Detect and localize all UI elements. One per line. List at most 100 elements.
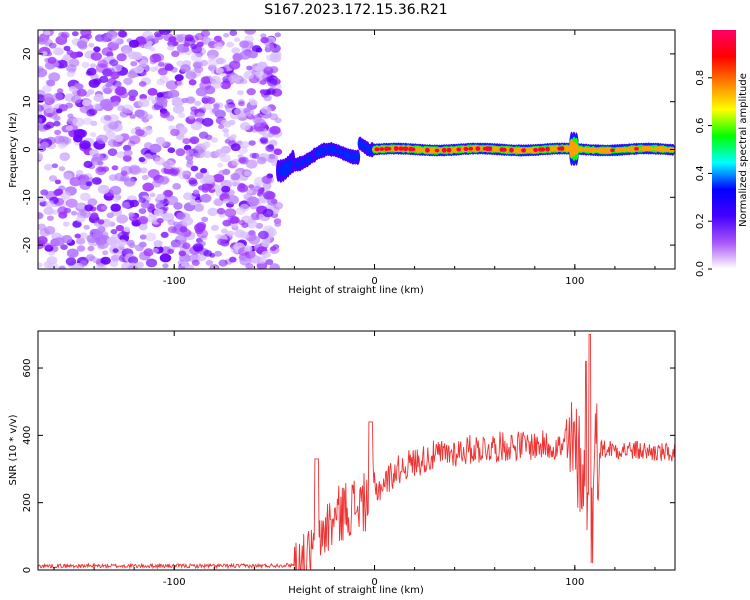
- spectrogram-noise-blob: [178, 126, 188, 134]
- spectrogram-noise-blob: [168, 167, 181, 177]
- spectrogram-x-ticks: -100 0 100: [53, 30, 656, 287]
- spectrogram-noise-blob: [273, 201, 284, 210]
- spectrogram-noise-blob: [38, 104, 44, 113]
- spectrogram-noise-blob: [83, 160, 93, 168]
- spectrogram-noise-blob: [244, 245, 253, 252]
- spectrogram-noise-blob: [251, 152, 260, 159]
- spectrogram-noise-blob: [213, 103, 220, 109]
- snr-series-line: [38, 333, 675, 570]
- spectrogram-noise-blob: [251, 62, 262, 71]
- spectrogram-noise-blob: [78, 178, 87, 186]
- spectrogram-noise-blob: [207, 58, 219, 68]
- spectrogram-noise-blob: [83, 224, 90, 230]
- spectrogram-noise-blob: [245, 111, 252, 117]
- spectrogram-signal-cell: [648, 146, 654, 151]
- spectrogram-noise-blob: [123, 77, 133, 86]
- spectrogram-noise-blob: [128, 95, 136, 102]
- spectrogram-noise-blob: [199, 59, 209, 67]
- spectrogram-noise-blob: [139, 59, 149, 67]
- spectrogram-noise-blob: [156, 193, 165, 201]
- spectrogram-noise-blob: [128, 89, 139, 98]
- spectrogram-noise-blob: [129, 199, 139, 208]
- spectrogram-noise-blob: [44, 242, 53, 250]
- spectrogram-noise-blob: [137, 98, 150, 108]
- spectrogram-noise-blob: [41, 141, 49, 148]
- spectrogram-noise-blob: [230, 134, 237, 140]
- spectrogram-noise-blob: [239, 203, 250, 212]
- snr-y-tick-label: 600: [22, 358, 33, 377]
- spectrogram-noise-blob: [129, 165, 142, 175]
- snr-y-ticks: 0 200 400 600: [22, 358, 675, 573]
- spectrogram-noise-blob: [216, 207, 226, 215]
- spectrogram-noise-blob: [214, 148, 227, 158]
- spectrogram-noise-blob: [165, 80, 178, 90]
- spectrogram-noise-blob: [38, 35, 48, 45]
- spectrogram-x-label: Height of straight line (km): [288, 285, 424, 296]
- spectrogram-noise-blob: [143, 43, 153, 50]
- spectrogram-noise-blob: [165, 63, 173, 69]
- spectrogram-noise-blob: [217, 57, 227, 65]
- spectrogram-noise-blob: [234, 37, 241, 42]
- spectrogram-noise-blob: [274, 32, 281, 38]
- spectrogram-noise-blob: [76, 245, 86, 252]
- spectrogram-noise-blob: [137, 216, 149, 225]
- spectrogram-noise-blob: [159, 75, 169, 84]
- spectrogram-noise-blob: [143, 202, 150, 208]
- snr-y-tick-label: 400: [22, 426, 33, 445]
- colorbar-tick-label: 0.4: [695, 165, 706, 181]
- spectrogram-noise-blob: [63, 45, 71, 52]
- spectrogram-noise-blob: [237, 183, 249, 193]
- spectrogram-noise-blob: [56, 108, 63, 114]
- spectrogram-noise-blob: [223, 132, 230, 138]
- spectrogram-noise-blob: [116, 151, 126, 159]
- spectrogram-noise-blob: [260, 105, 272, 115]
- spectrogram-noise-blob: [97, 239, 109, 249]
- spectrogram-noise-blob: [269, 263, 280, 269]
- spectrogram-noise-blob: [52, 92, 64, 101]
- spectrogram-noise-blob: [258, 230, 269, 240]
- snr-x-ticks: -100 0 100: [53, 331, 656, 588]
- spectrogram-noise-blob: [178, 250, 187, 257]
- spectrogram-noise-blob: [143, 248, 154, 257]
- spectrogram-noise-blob: [248, 50, 258, 59]
- spectrogram-signal-cell: [425, 147, 430, 153]
- spectrogram-noise-blob: [174, 74, 184, 82]
- spectrogram-noise-blob: [172, 41, 179, 47]
- spectrogram-noise-blob: [239, 122, 251, 131]
- spectrogram-noise-blob: [38, 262, 43, 268]
- spectrogram-noise-blob: [85, 254, 95, 262]
- spectrogram-noise-blob: [167, 248, 175, 254]
- snr-frame: [37, 330, 676, 571]
- spectrogram-noise-blob: [178, 112, 186, 119]
- spectrogram-noise-blob: [54, 179, 62, 185]
- spectrogram-noise-blob: [179, 226, 188, 233]
- spectrogram-noise-blob: [165, 30, 173, 34]
- spectrogram-noise-blob: [194, 100, 202, 106]
- spectrogram-noise-blob: [90, 212, 99, 219]
- spectrogram-noise-blob: [82, 99, 92, 107]
- spectrogram-noise-blob: [209, 75, 221, 85]
- spectrogram-noise-blob: [239, 40, 250, 49]
- spectrogram-noise-blob: [76, 237, 86, 245]
- spectrogram-noise-blob: [41, 51, 48, 57]
- spectrogram-noise-blob: [95, 166, 107, 176]
- spectrogram-x-tick-label: 0: [371, 276, 377, 287]
- spectrogram-signal-cell: [487, 146, 493, 152]
- spectrogram-noise-blob: [153, 208, 164, 217]
- spectrogram-noise-blob: [149, 192, 156, 198]
- spectrogram-noise-blob: [87, 198, 98, 207]
- spectrogram-noise-blob: [80, 192, 91, 201]
- spectrogram-noise-blob: [41, 85, 52, 93]
- spectrogram-noise-blob: [157, 67, 168, 76]
- spectrogram-noise-blob: [95, 232, 102, 238]
- spectrogram-noise-blob: [156, 217, 164, 224]
- spectrogram-noise-blob: [128, 51, 139, 60]
- spectrogram-noise-blob: [107, 148, 118, 156]
- spectrogram-signal-cell: [307, 155, 312, 162]
- spectrogram-noise-blob: [154, 157, 166, 166]
- spectrogram-noise-blob: [88, 42, 95, 48]
- spectrogram-noise-blob: [153, 240, 163, 248]
- spectrogram-noise-blob: [186, 96, 196, 104]
- spectrogram-noise-blob: [164, 141, 171, 147]
- spectrogram-noise-blob: [175, 148, 186, 157]
